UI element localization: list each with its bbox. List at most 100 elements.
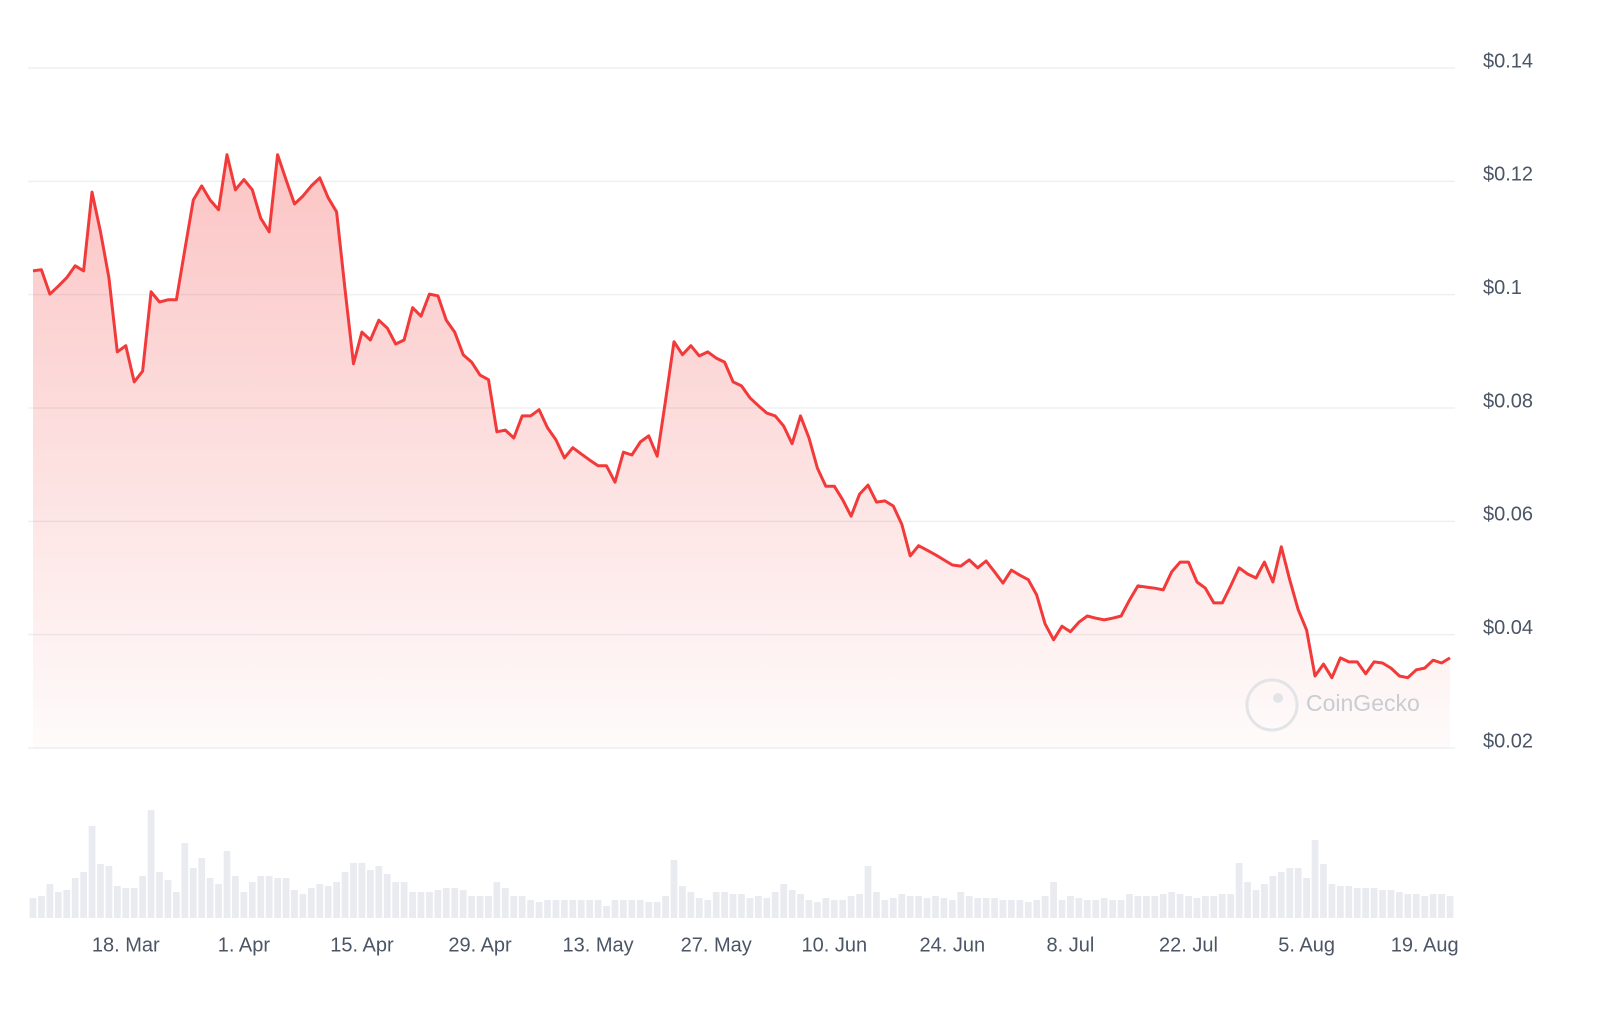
volume-bar (1109, 900, 1116, 918)
volume-bar (510, 896, 518, 918)
volume-bar (1269, 876, 1277, 918)
volume-bar (932, 896, 939, 918)
volume-bar (299, 894, 307, 918)
volume-bar (797, 894, 804, 918)
volume-bar (948, 900, 956, 918)
y-tick-label: $0.06 (1483, 504, 1533, 526)
volume-bar (173, 892, 180, 918)
volume-bar (1261, 884, 1268, 918)
volume-bar (501, 888, 509, 918)
x-tick-label: 5. Aug (1278, 934, 1335, 956)
volume-bar (721, 892, 729, 918)
y-tick-label: $0.08 (1483, 390, 1533, 412)
volume-bar (476, 896, 484, 918)
volume-bar (729, 894, 737, 918)
volume-bar (662, 896, 669, 918)
volume-bar (561, 900, 568, 918)
volume-bar (965, 896, 973, 918)
volume-bar (645, 902, 653, 918)
volume-bar (307, 888, 315, 918)
volume-bar (1379, 890, 1386, 918)
volume-bar (805, 900, 813, 918)
volume-bar (1092, 900, 1100, 918)
volume-bar (1193, 898, 1201, 918)
volume-bar (451, 888, 459, 918)
volume-bar (544, 900, 551, 918)
volume-bar (586, 900, 594, 918)
volume-bar (1218, 894, 1226, 918)
volume-bar (139, 876, 147, 918)
volume-bar (274, 878, 281, 918)
volume-bar (164, 880, 172, 918)
volume-bar (814, 902, 821, 918)
volume-bar (1387, 890, 1395, 918)
volume-bar (130, 888, 138, 918)
volume-bar (1438, 894, 1445, 918)
volume-bar (746, 898, 754, 918)
volume-bar (923, 898, 931, 918)
volume-bar (1252, 890, 1260, 918)
volume-bar (569, 900, 577, 918)
area-fill (33, 154, 1450, 748)
volume-bar (653, 902, 661, 918)
x-tick-label: 18. Mar (92, 934, 160, 956)
volume-bar (1210, 896, 1218, 918)
volume-bar (459, 890, 467, 918)
volume-bar (434, 890, 442, 918)
volume-bar (856, 894, 863, 918)
volume-bar (1244, 882, 1251, 918)
volume-bar (341, 872, 349, 918)
y-tick-label: $0.12 (1483, 164, 1533, 186)
volume-bar (88, 826, 96, 918)
volume-bar (71, 878, 79, 918)
volume-bar (1303, 878, 1310, 918)
volume-bar (181, 843, 189, 918)
volume-bar (1446, 896, 1454, 918)
x-tick-label: 22. Jul (1159, 934, 1218, 956)
volume-bar (63, 890, 71, 918)
volume-bar (409, 892, 416, 918)
volume-bar (392, 882, 400, 918)
watermark: CoinGecko (1245, 678, 1420, 732)
volume-bar (1142, 896, 1150, 918)
volume-bar (215, 884, 222, 918)
volume-bar (991, 898, 998, 918)
volume-bar (1429, 894, 1437, 918)
volume-bar (291, 890, 298, 918)
volume-bar (620, 900, 627, 918)
volume-bar (636, 900, 644, 918)
volume-bar (282, 878, 290, 918)
volume-bar (1016, 900, 1024, 918)
volume-bar (940, 898, 948, 918)
volume-bar (232, 876, 239, 918)
volume-bar (1421, 896, 1429, 918)
volume-bar (873, 892, 880, 918)
volume-bar (712, 892, 720, 918)
volume-bar (780, 884, 788, 918)
volume-bar (822, 898, 830, 918)
volume-bar (957, 892, 965, 918)
volume-bar (29, 898, 37, 918)
volume-bar (704, 900, 712, 918)
volume-bar (367, 870, 374, 918)
volume-bar (1345, 886, 1353, 918)
volume-bar (198, 858, 206, 918)
volume-bar (603, 906, 610, 918)
volume-bar (105, 866, 113, 918)
volume-bar (1100, 898, 1108, 918)
volume-bar (1050, 882, 1057, 918)
volume-bar (864, 866, 872, 918)
volume-bar (847, 896, 855, 918)
volume-bar (906, 896, 914, 918)
volume-bar (628, 900, 636, 918)
volume-bar (1151, 896, 1159, 918)
volume-bar (1024, 902, 1032, 918)
volume-bar (889, 898, 897, 918)
volume-bar (316, 884, 324, 918)
volume-bar (1311, 840, 1319, 918)
volume-bar (189, 868, 197, 918)
volume-bar (257, 876, 265, 918)
volume-bar (1294, 868, 1302, 918)
volume-bar (771, 892, 779, 918)
volume-bar (38, 896, 45, 918)
